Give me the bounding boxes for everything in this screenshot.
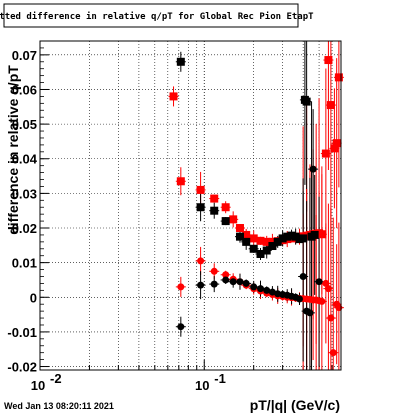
data-point-square — [242, 230, 251, 239]
y-axis-title: difference in relative q/pT — [5, 65, 21, 235]
data-point-square — [317, 230, 326, 239]
data-point-square — [310, 230, 319, 239]
svg-text:-2: -2 — [50, 371, 62, 386]
data-point-square — [242, 237, 251, 246]
data-point-square — [278, 234, 287, 243]
data-point-square — [326, 101, 335, 110]
data-point-circle — [177, 323, 185, 331]
data-point-square — [210, 194, 219, 203]
data-point-circle — [315, 278, 323, 286]
data-point-square — [249, 244, 258, 253]
y-tick-label: 0.05 — [12, 117, 37, 132]
data-point-square — [321, 149, 330, 158]
x-axis-title: pT/|q| (GeV/c) — [250, 397, 340, 413]
data-point-square — [249, 234, 258, 243]
data-point-square — [273, 237, 282, 246]
data-point-circle — [197, 281, 205, 289]
chart-title: Fitted difference in relative q/pT for G… — [0, 3, 314, 28]
data-point-square — [262, 246, 271, 255]
data-point-circle — [318, 297, 326, 305]
data-point-circle — [257, 285, 265, 293]
data-point-square — [262, 237, 271, 246]
data-point-square — [221, 203, 230, 212]
data-point-circle — [197, 257, 205, 265]
data-point-square — [256, 249, 265, 258]
data-point-square — [196, 203, 205, 212]
data-point-square — [235, 232, 244, 241]
plot-area — [40, 41, 341, 370]
data-point-square — [221, 217, 230, 226]
data-point-square — [235, 224, 244, 233]
x-tick-label: 10 -1 — [195, 371, 226, 393]
y-tick-label: 0.07 — [12, 48, 37, 63]
data-point-circle — [322, 279, 330, 287]
data-point-circle — [177, 283, 185, 291]
y-tick-label: 0.06 — [12, 82, 37, 97]
data-point-circle — [250, 283, 258, 291]
data-point-square — [330, 144, 339, 153]
plot-frame — [39, 40, 342, 371]
data-point-square — [268, 237, 277, 246]
y-tick-labels: -0.02 -0.01 0 0.01 0.02 0.03 0.04 0.05 0.06 0.07 — [7, 48, 37, 375]
data-point-circle — [268, 288, 276, 296]
data-point-square — [268, 242, 277, 251]
data-point-square — [332, 139, 341, 148]
timestamp: Wed Jan 13 08:20:11 2021 — [4, 401, 114, 411]
data-point-circle — [329, 349, 337, 357]
svg-text:10: 10 — [195, 378, 209, 393]
data-point-square — [196, 185, 205, 194]
data-point-circle — [299, 272, 307, 280]
data-point-square — [324, 56, 333, 65]
svg-text:-1: -1 — [214, 371, 226, 386]
x-tick-labels: 10 -2 10 -1 — [31, 371, 226, 393]
data-point-circle — [263, 286, 271, 294]
y-tick-label: 0.04 — [12, 152, 38, 167]
data-point-square — [256, 236, 265, 245]
y-tick-label: -0.02 — [7, 360, 37, 375]
data-point-square — [283, 232, 292, 241]
data-point-circle — [295, 295, 303, 303]
data-point-square — [287, 231, 296, 240]
y-tick-label: 0.01 — [12, 256, 37, 271]
data-point-circle — [309, 165, 317, 173]
data-point-square — [169, 92, 178, 101]
data-point-circle — [210, 267, 218, 275]
data-point-square — [302, 97, 311, 106]
data-points — [169, 56, 343, 357]
data-point-circle — [210, 280, 218, 288]
data-point-circle — [242, 279, 250, 287]
svg-text:10: 10 — [31, 378, 45, 393]
data-point-circle — [229, 278, 237, 286]
y-tick-label: 0 — [30, 290, 37, 305]
data-point-circle — [222, 271, 230, 279]
data-point-circle — [306, 309, 314, 317]
data-point-circle — [236, 278, 244, 286]
data-point-circle — [324, 285, 332, 293]
data-point-circle — [327, 314, 335, 322]
data-point-square — [299, 234, 308, 243]
y-tick-label: 0.03 — [12, 186, 37, 201]
y-tick-label: 0.02 — [12, 221, 37, 236]
chart-title-text: Fitted difference in relative q/pT for G… — [0, 11, 314, 22]
data-point-circle — [222, 276, 230, 284]
data-point-square — [229, 215, 238, 224]
data-point-square — [334, 73, 343, 82]
x-tick-label: 10 -2 — [31, 371, 62, 393]
data-point-square — [210, 206, 219, 215]
data-point-square — [176, 177, 185, 186]
data-point-square — [176, 57, 185, 66]
y-tick-label: -0.01 — [7, 325, 37, 340]
